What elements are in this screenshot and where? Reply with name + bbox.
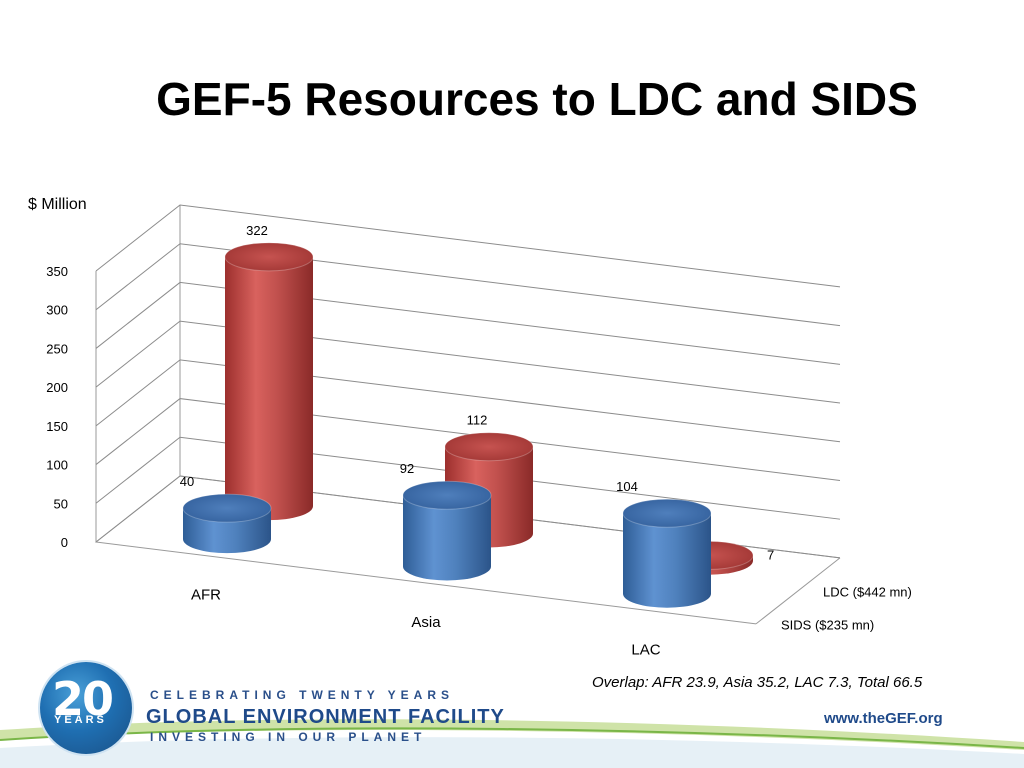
cylinder-top (444, 432, 534, 462)
series-axis-label: SIDS ($235 mn) (781, 617, 874, 632)
gridline (95, 320, 841, 404)
logo-number: 20 (52, 672, 114, 726)
cylinder-top (402, 480, 492, 510)
cylinder-bar (402, 480, 492, 581)
x-tick-label: Asia (411, 614, 441, 631)
data-label: 112 (467, 413, 488, 428)
cylinder-top (224, 242, 314, 272)
gef-logo-icon (40, 662, 132, 754)
cylinder-body (623, 513, 711, 608)
y-tick-label: 0 (61, 535, 68, 550)
y-tick-label: 350 (46, 264, 68, 279)
chart-bars (182, 242, 754, 608)
y-tick-label: 100 (46, 458, 68, 473)
cylinder-bar (182, 493, 272, 554)
gridline (95, 398, 841, 481)
cylinder-bar (622, 498, 712, 608)
chart-gridlines (95, 204, 841, 559)
cylinder-body (403, 495, 491, 581)
footer-swoosh (0, 719, 1024, 768)
x-axis-ticks: AFR Asia LAC (191, 587, 661, 659)
floor-front-edge (95, 541, 757, 625)
series-axis-label: LDC ($442 mn) (823, 584, 912, 599)
celebrating-text: CELEBRATING TWENTY YEARS (150, 688, 455, 702)
floor-right-edge (755, 557, 841, 625)
y-tick-label: 150 (46, 419, 68, 434)
y-axis-ticks: 0 50 100 150 200 250 300 350 (46, 264, 68, 550)
slide-title: GEF-5 Resources to LDC and SIDS (156, 73, 918, 125)
data-label: 40 (180, 474, 194, 489)
side-wall (95, 205, 181, 544)
y-tick-label: 200 (46, 380, 68, 395)
website-link[interactable]: www.theGEF.org (824, 710, 943, 727)
data-labels: 322 112 7 40 92 104 (180, 223, 774, 563)
x-tick-label: LAC (631, 641, 660, 658)
gridline (95, 243, 841, 327)
organization-name: GLOBAL ENVIRONMENT FACILITY (146, 706, 505, 728)
gridline (95, 359, 841, 443)
cylinder-top (622, 498, 712, 528)
y-tick-label: 300 (46, 303, 68, 318)
x-tick-label: AFR (191, 587, 221, 604)
cylinder-bar (224, 242, 314, 521)
y-tick-label: 50 (54, 496, 68, 511)
data-label: 322 (246, 223, 268, 238)
cylinder-top (182, 493, 272, 523)
cylinder-bar-chart: 0 50 100 150 200 250 300 350 AFR Asia LAC 322 112 7… (46, 204, 912, 659)
gridline (95, 475, 841, 559)
logo-sub: YEARS (54, 714, 107, 726)
gridline (95, 281, 841, 365)
gridline (95, 436, 841, 520)
series-axis-labels: LDC ($442 mn) SIDS ($235 mn) (781, 584, 912, 632)
data-label: 7 (767, 547, 774, 562)
data-label: 92 (400, 461, 414, 476)
tagline: INVESTING IN OUR PLANET (150, 730, 427, 744)
overlap-note: Overlap: AFR 23.9, Asia 35.2, LAC 7.3, T… (592, 674, 923, 691)
y-tick-label: 250 (46, 341, 68, 356)
gridline (95, 204, 841, 288)
y-axis-label: $ Million (28, 196, 87, 213)
data-label: 104 (616, 479, 638, 494)
cylinder-body (225, 256, 313, 521)
